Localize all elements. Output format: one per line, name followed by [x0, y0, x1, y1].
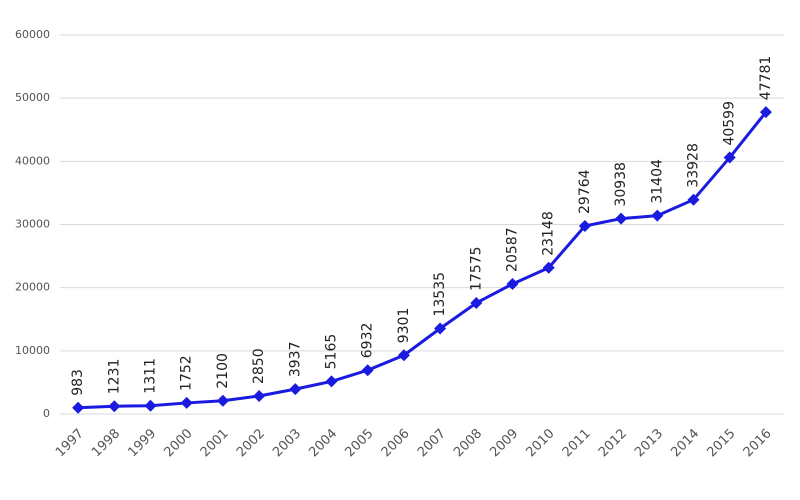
marker: [180, 396, 193, 409]
marker: [216, 394, 229, 407]
data-label: 33928: [686, 143, 702, 188]
data-label: 1311: [143, 358, 159, 394]
marker: [289, 383, 302, 396]
x-tick-label: 2003: [270, 426, 304, 460]
x-tick-label: 1997: [53, 426, 87, 460]
x-tick-label: 1998: [89, 426, 123, 460]
x-tick-label: 2010: [524, 426, 558, 460]
marker: [615, 212, 628, 225]
data-label: 5165: [324, 334, 340, 370]
x-tick-label: 2011: [560, 426, 594, 460]
marker: [506, 277, 519, 290]
x-tick-label: 2009: [487, 426, 521, 460]
marker: [759, 106, 772, 119]
x-tick-label: 2015: [705, 426, 739, 460]
data-label: 1231: [106, 359, 122, 395]
x-tick-label: 2012: [596, 426, 630, 460]
x-tick-label: 2013: [632, 426, 666, 460]
y-tick-label: 50000: [15, 91, 50, 104]
data-label: 29764: [577, 169, 593, 214]
data-label: 31404: [649, 159, 665, 204]
marker: [651, 209, 664, 222]
y-tick-label: 30000: [15, 218, 50, 231]
y-tick-label: 20000: [15, 281, 50, 294]
data-label: 983: [70, 369, 86, 396]
x-tick-label: 2008: [451, 426, 485, 460]
x-tick-label: 2005: [343, 426, 377, 460]
x-tick-label: 2001: [198, 426, 232, 460]
y-tick-label: 60000: [15, 28, 50, 41]
marker: [108, 400, 121, 413]
data-label: 17575: [468, 246, 484, 291]
marker: [542, 261, 555, 274]
marker: [578, 219, 591, 232]
marker: [144, 399, 157, 412]
marker: [723, 151, 736, 164]
data-label: 9301: [396, 308, 412, 344]
data-label: 40599: [722, 101, 738, 146]
data-label: 13535: [432, 272, 448, 317]
marker: [325, 375, 338, 388]
y-tick-label: 0: [43, 407, 50, 420]
x-tick-label: 2002: [234, 426, 268, 460]
x-tick-label: 2000: [162, 426, 196, 460]
y-tick-label: 10000: [15, 344, 50, 357]
marker: [253, 389, 266, 402]
data-label: 3937: [287, 341, 303, 377]
marker: [397, 349, 410, 362]
x-tick-label: 1999: [125, 426, 159, 460]
data-label: 23148: [541, 211, 557, 256]
x-tick-label: 2007: [415, 426, 449, 460]
marker: [687, 193, 700, 206]
marker: [361, 364, 374, 377]
x-tick-label: 2014: [668, 426, 702, 460]
data-label: 1752: [179, 355, 195, 391]
y-tick-label: 40000: [15, 154, 50, 167]
x-tick-label: 2006: [379, 426, 413, 460]
marker: [72, 401, 85, 414]
data-label: 2100: [215, 353, 231, 389]
data-label: 20587: [505, 227, 521, 272]
marker: [434, 322, 447, 335]
data-label: 47781: [758, 56, 774, 101]
x-tick-label: 2004: [306, 426, 340, 460]
data-label: 30938: [613, 162, 629, 207]
x-tick-label: 2016: [741, 426, 775, 460]
line: [78, 111, 768, 410]
marker: [470, 296, 483, 309]
data-label: 2850: [251, 348, 267, 384]
data-label: 6932: [360, 323, 376, 359]
